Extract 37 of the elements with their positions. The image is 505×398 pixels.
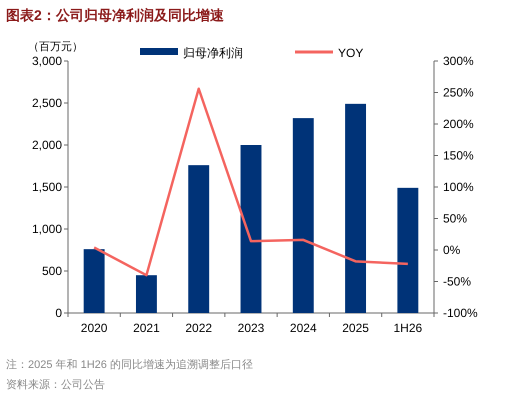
y-tick-label: 2,000 xyxy=(32,138,62,152)
y-tick-label: 2,500 xyxy=(32,96,62,110)
y2-tick-label: -50% xyxy=(443,274,472,288)
y2-tick-label: -100% xyxy=(443,306,478,320)
y2-tick-label: 300% xyxy=(443,54,474,68)
x-tick-label: 2024 xyxy=(290,321,317,335)
y-axis-title: （百万元） xyxy=(28,41,83,53)
text: 注：2025 年和 1H26 的同比增速为追溯调整后口径 xyxy=(6,358,253,371)
y-tick-label: 3,000 xyxy=(32,54,62,68)
y2-tick-label: 50% xyxy=(443,212,468,226)
y2-tick-label: 100% xyxy=(443,180,474,194)
bar xyxy=(397,188,418,313)
y2-tick-label: 250% xyxy=(443,86,474,100)
x-tick-label: 2020 xyxy=(80,321,108,335)
y-tick-label: 500 xyxy=(42,264,62,278)
bar xyxy=(292,118,314,313)
x-tick-label: 1H26 xyxy=(394,321,423,335)
bar xyxy=(345,104,366,313)
x-tick-label: 2022 xyxy=(185,321,212,335)
bar xyxy=(84,249,105,313)
chart-title: 图表2：公司归母净利润及同比增速 xyxy=(6,7,225,23)
bar xyxy=(136,275,157,313)
y-tick-label: 1,500 xyxy=(32,180,62,194)
legend-label: 归母净利润 xyxy=(183,46,243,60)
y2-tick-label: 200% xyxy=(443,117,474,131)
legend-label: YOY xyxy=(338,46,364,60)
y2-tick-label: 0% xyxy=(443,243,461,257)
y-tick-label: 1,000 xyxy=(32,222,62,236)
y-tick-label: 0 xyxy=(55,306,62,320)
line-series xyxy=(92,87,410,276)
x-tick-label: 2025 xyxy=(342,321,370,335)
y2-tick-label: 150% xyxy=(443,148,474,162)
x-tick-label: 2023 xyxy=(238,321,265,335)
text: 资料来源：公司公告 xyxy=(6,378,105,391)
bar xyxy=(188,165,210,313)
bar xyxy=(240,145,262,313)
x-tick-label: 2021 xyxy=(133,321,160,335)
